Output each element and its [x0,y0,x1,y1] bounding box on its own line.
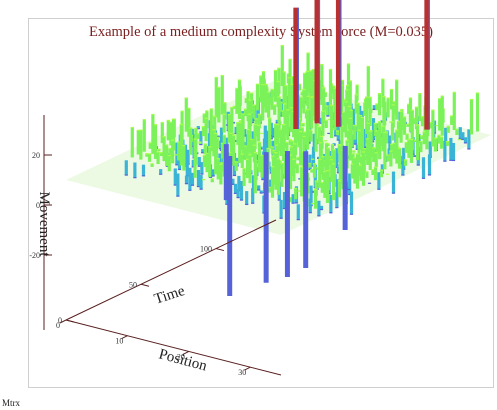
x-axis-line [65,319,282,376]
figure-caption: Mtrx [2,398,20,408]
y-tick-label-0: 0 [58,316,62,325]
z-tick-label-2: -20 [29,251,40,260]
x-axis-label: Position [157,346,209,374]
y-axis-label: Time [152,283,187,308]
x-tick-3 [244,366,251,371]
z-axis-label: Movement [36,192,52,258]
chart-title: Example of a medium complexity System fo… [88,24,433,40]
y-tick-2 [215,248,225,252]
x-tick-label-2: 20 [177,352,185,361]
y-tick-1 [140,283,150,287]
z-tick-label-1: 0 [36,201,40,210]
x-tick-label-0: 0 [56,321,60,330]
z-tick-label-0: 20 [32,151,40,160]
x-tick-label-1: 10 [115,337,123,346]
x-tick-2 [182,350,190,355]
chart-plot: 20 0 -20 0 10 20 30 0 50 100 Position Time Movement [29,0,491,377]
y-tick-label-1: 50 [129,280,137,289]
x-tick-label-3: 30 [238,368,246,377]
x-tick-1 [121,335,128,340]
y-tick-0 [65,319,75,323]
y-axis-line [65,219,277,321]
x-tick-0 [59,319,67,324]
y-tick-label-2: 100 [200,245,212,254]
